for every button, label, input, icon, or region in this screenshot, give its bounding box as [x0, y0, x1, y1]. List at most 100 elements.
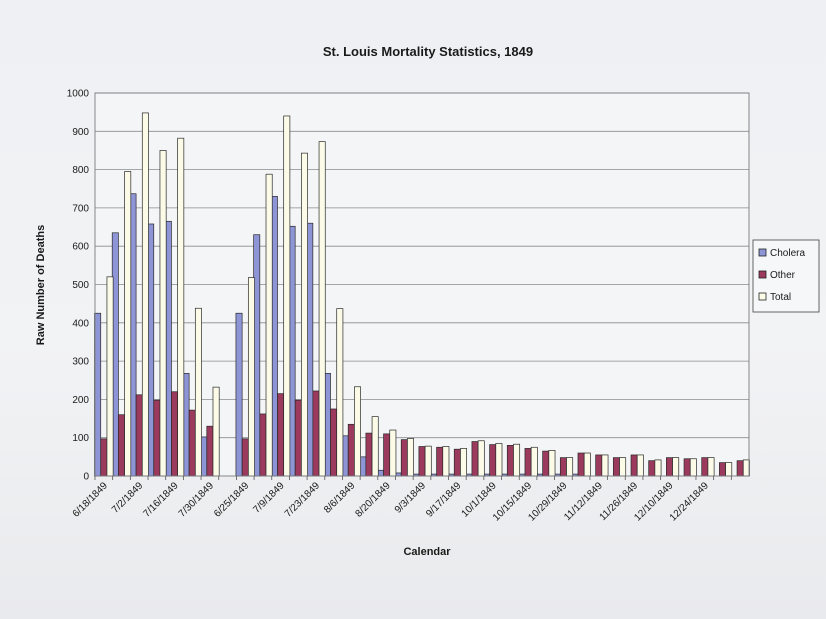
bar-total	[194, 307, 202, 477]
bar-total	[318, 141, 326, 477]
bar-total	[513, 443, 521, 477]
bar-other	[612, 457, 620, 477]
bar-total	[583, 452, 591, 477]
bar-total	[371, 416, 379, 477]
chart-title: St. Louis Mortality Statistics, 1849	[323, 44, 533, 59]
bar-total	[265, 173, 273, 477]
bar-total	[141, 112, 149, 477]
x-tick-label: 8/6/1849	[322, 480, 358, 516]
legend: Cholera Other Total	[752, 239, 820, 313]
bar-total	[389, 429, 397, 477]
bar-other	[436, 446, 444, 477]
x-tick-label: 9/3/1849	[393, 480, 429, 516]
bar-other	[648, 460, 656, 477]
bar-other	[595, 454, 603, 477]
bar-total	[460, 448, 468, 477]
bar-other	[418, 446, 426, 477]
bar-other	[241, 438, 249, 477]
x-tick-label: 7/23/1849	[283, 480, 323, 520]
bar-other	[506, 445, 514, 477]
bar-cholera	[94, 312, 102, 477]
y-tick-label: 0	[83, 472, 89, 483]
bar-total	[477, 440, 485, 477]
bar-total	[495, 443, 503, 477]
bar-total	[283, 115, 291, 477]
bar-total	[672, 457, 680, 477]
x-tick-label: 7/30/1849	[177, 480, 217, 520]
x-tick-label: 8/20/1849	[354, 480, 394, 520]
bar-total	[442, 446, 450, 477]
bar-total	[707, 457, 715, 477]
bar-other	[559, 457, 567, 477]
x-tick-label: 6/25/1849	[212, 480, 252, 520]
bar-other	[347, 423, 355, 477]
bar-other	[666, 457, 673, 477]
bar-other	[577, 452, 585, 477]
bar-other	[736, 460, 744, 477]
y-tick-label: 200	[72, 395, 89, 406]
y-tick-label: 500	[72, 280, 89, 291]
bar-total	[689, 458, 697, 477]
x-tick-label: 7/2/1849	[110, 480, 146, 516]
bar-other	[171, 391, 178, 477]
bar-other	[542, 450, 550, 477]
bar-other	[188, 409, 196, 477]
bar-total	[548, 449, 556, 477]
bar-total	[212, 386, 220, 477]
bar-total	[301, 152, 308, 477]
bar-other	[100, 438, 108, 477]
y-tick-label: 1000	[67, 89, 90, 100]
bar-total	[354, 386, 361, 477]
bar-other	[719, 462, 726, 477]
legend-label-cholera: Cholera	[770, 248, 805, 259]
bar-total	[159, 150, 167, 477]
bar-total	[636, 454, 644, 477]
bar-total	[742, 459, 750, 477]
bar-other	[277, 393, 285, 477]
bar-total	[106, 276, 114, 477]
bar-total	[654, 459, 662, 477]
bar-other	[471, 441, 479, 477]
bar-total	[177, 137, 185, 477]
bar-other	[400, 439, 408, 477]
x-axis-label: Calendar	[403, 546, 451, 558]
bar-other	[206, 425, 214, 477]
x-tick-label: 6/18/1849	[71, 480, 111, 520]
bar-other	[330, 408, 338, 477]
bar-total	[424, 445, 432, 477]
legend-swatch-total	[758, 292, 767, 301]
bar-total	[566, 457, 574, 477]
y-tick-label: 600	[72, 242, 89, 253]
bar-other	[365, 432, 373, 477]
bar-total	[336, 308, 344, 477]
bar-other	[259, 413, 267, 477]
bar-other	[630, 454, 638, 477]
legend-label-total: Total	[770, 292, 791, 303]
y-tick-label: 800	[72, 165, 89, 176]
y-axis-label: Raw Number of Deaths	[35, 225, 47, 345]
bar-other	[153, 399, 161, 477]
bar-total	[530, 446, 538, 477]
x-tick-label: 9/17/1849	[424, 480, 464, 520]
bar-total	[124, 171, 132, 477]
y-tick-label: 900	[72, 127, 89, 138]
bar-other	[683, 458, 691, 477]
x-tick-label: 12/24/1849	[668, 480, 711, 523]
bar-cholera	[235, 312, 243, 477]
legend-label-other: Other	[770, 270, 796, 281]
bar-total	[247, 277, 255, 477]
y-tick-label: 300	[72, 357, 89, 368]
bar-other	[135, 394, 143, 477]
legend-swatch-other	[758, 270, 767, 279]
y-tick-label: 700	[72, 203, 89, 214]
bar-other	[118, 414, 125, 477]
plot-border	[94, 92, 750, 477]
bar-other	[383, 433, 391, 477]
bar-total	[601, 454, 609, 477]
bar-total	[407, 438, 414, 477]
bar-other	[524, 448, 532, 477]
y-tick-label: 100	[72, 433, 89, 444]
bar-other	[489, 444, 497, 477]
